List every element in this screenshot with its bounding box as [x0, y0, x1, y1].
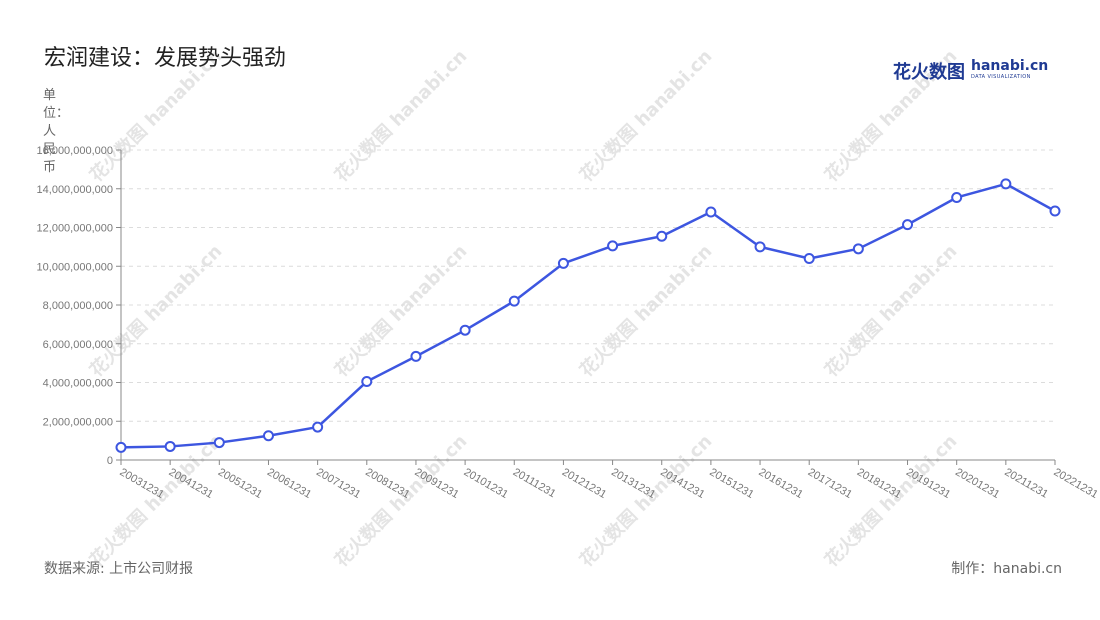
made-by: 制作：hanabi.cn: [951, 561, 1062, 577]
data-point: [902, 219, 914, 231]
data-point: [852, 243, 864, 255]
y-tick-label: 0: [107, 455, 113, 467]
data-point: [508, 295, 520, 307]
y-tick-label: 16,000,000,000: [37, 145, 113, 157]
y-tick-label: 2,000,000,000: [43, 416, 113, 428]
data-point: [1049, 205, 1061, 217]
y-tick-label: 4,000,000,000: [43, 378, 113, 390]
x-tick-label: 20201231: [953, 466, 1001, 501]
x-tick-label: 20061231: [265, 466, 313, 501]
data-point: [1000, 178, 1012, 190]
x-tick-label: 20051231: [216, 466, 264, 501]
y-axis-ticks: 0 2,000,000,000 4,000,000,000 6,000,000,000…: [37, 145, 121, 467]
watermark-text: 花火数图 hanabi.cn: [575, 45, 716, 186]
y-axis-unit-label: 单位：人民币: [43, 88, 70, 175]
watermark-text: 花火数图 hanabi.cn: [330, 430, 471, 571]
data-point: [459, 324, 471, 336]
series-layer: [115, 178, 1061, 453]
data-point: [607, 240, 619, 252]
grid-lines: [121, 149, 1055, 422]
data-point: [754, 241, 766, 253]
x-axis-ticks: 20031231 20041231 20051231 20061231 20071231…: [118, 460, 1100, 501]
data-point: [410, 350, 422, 362]
watermark-text: 花火数图 hanabi.cn: [820, 430, 961, 571]
watermark-text: 花火数图 hanabi.cn: [575, 240, 716, 381]
data-source: 数据来源: 上市公司财报: [44, 561, 194, 577]
x-tick-label: 20221231: [1052, 466, 1100, 501]
x-tick-label: 20071231: [314, 466, 362, 501]
x-tick-label: 20111231: [511, 466, 558, 500]
watermark-text: 花火数图 hanabi.cn: [85, 430, 226, 571]
x-tick-label: 20101231: [462, 466, 510, 501]
data-point: [557, 257, 569, 269]
watermark-text: 花火数图 hanabi.cn: [575, 430, 716, 571]
y-tick-label: 12,000,000,000: [37, 223, 113, 235]
data-point: [951, 191, 963, 203]
data-point: [312, 421, 324, 433]
logo-en-text: hanabi.cn: [971, 58, 1049, 74]
x-tick-label: 20151231: [707, 466, 755, 501]
y-tick-label: 10,000,000,000: [37, 261, 113, 273]
data-point: [361, 376, 373, 388]
series-line: [120, 182, 1056, 449]
data-point: [262, 430, 274, 442]
data-point: [115, 441, 127, 453]
data-point: [705, 206, 717, 218]
data-point: [656, 230, 668, 242]
watermark-layer: 花火数图 hanabi.cn 花火数图 hanabi.cn 花火数图 hanabi.…: [85, 45, 961, 571]
y-tick-label: 8,000,000,000: [43, 300, 113, 312]
chart-title: 宏润建设：发展势头强劲: [44, 46, 287, 71]
watermark-text: 花火数图 hanabi.cn: [820, 240, 961, 381]
data-point: [213, 437, 225, 449]
x-tick-label: 20171231: [806, 466, 854, 501]
x-tick-label: 20161231: [757, 466, 805, 501]
watermark-text: 花火数图 hanabi.cn: [330, 45, 471, 186]
x-tick-label: 20121231: [560, 466, 608, 501]
data-point: [164, 440, 176, 452]
watermark-text: 花火数图 hanabi.cn: [330, 240, 471, 381]
y-tick-label: 6,000,000,000: [43, 339, 113, 351]
data-point: [803, 253, 815, 264]
x-tick-label: 20211231: [1002, 466, 1050, 500]
logo-subtitle: DATA VISUALIZATION: [971, 74, 1031, 80]
y-tick-label: 14,000,000,000: [37, 184, 113, 196]
logo-cn-text: 花火数图: [893, 62, 965, 83]
